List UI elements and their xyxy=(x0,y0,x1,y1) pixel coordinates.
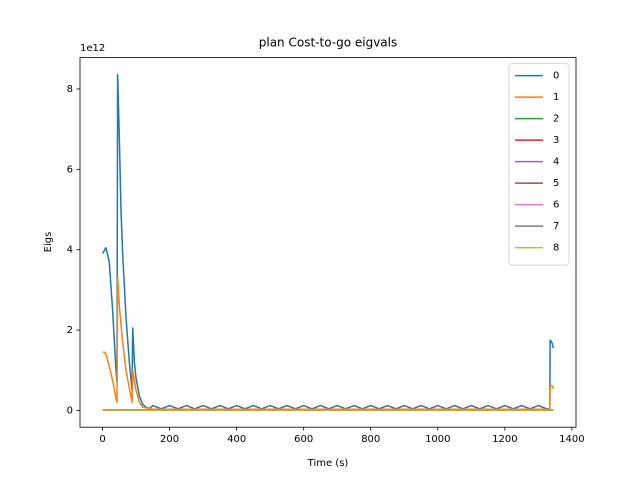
y-offset-label: 1e12 xyxy=(80,43,105,54)
series-line xyxy=(102,277,555,410)
x-tick-label: 400 xyxy=(227,434,246,445)
legend-label: 4 xyxy=(553,157,559,168)
series-line xyxy=(101,73,555,410)
y-tick-label: 0 xyxy=(67,405,73,416)
legend-label: 0 xyxy=(553,71,559,82)
legend-label: 6 xyxy=(553,200,559,211)
x-tick-label: 1400 xyxy=(559,434,584,445)
x-tick-label: 1200 xyxy=(492,434,517,445)
x-axis-label: Time (s) xyxy=(307,458,349,469)
legend-label: 1 xyxy=(553,92,559,103)
x-tick-label: 1000 xyxy=(425,434,450,445)
legend-label: 8 xyxy=(553,243,559,254)
y-tick-label: 4 xyxy=(67,245,73,256)
plot-lines xyxy=(101,73,555,411)
legend-label: 3 xyxy=(553,135,559,146)
y-axis-label: Eigs xyxy=(43,232,54,253)
plot-frame xyxy=(79,57,577,428)
legend-box xyxy=(508,63,570,266)
x-tick-label: 200 xyxy=(160,434,179,445)
legend-label: 5 xyxy=(553,178,559,189)
legend-label: 2 xyxy=(553,114,559,125)
chart-title: plan Cost-to-go eigvals xyxy=(259,36,397,50)
x-tick-label: 800 xyxy=(361,434,380,445)
y-tick-label: 2 xyxy=(67,325,73,336)
y-tick-label: 6 xyxy=(67,164,73,175)
x-tick-label: 600 xyxy=(294,434,313,445)
x-tick-label: 0 xyxy=(99,434,105,445)
y-tick-label: 8 xyxy=(67,84,73,95)
legend-label: 7 xyxy=(553,221,559,232)
